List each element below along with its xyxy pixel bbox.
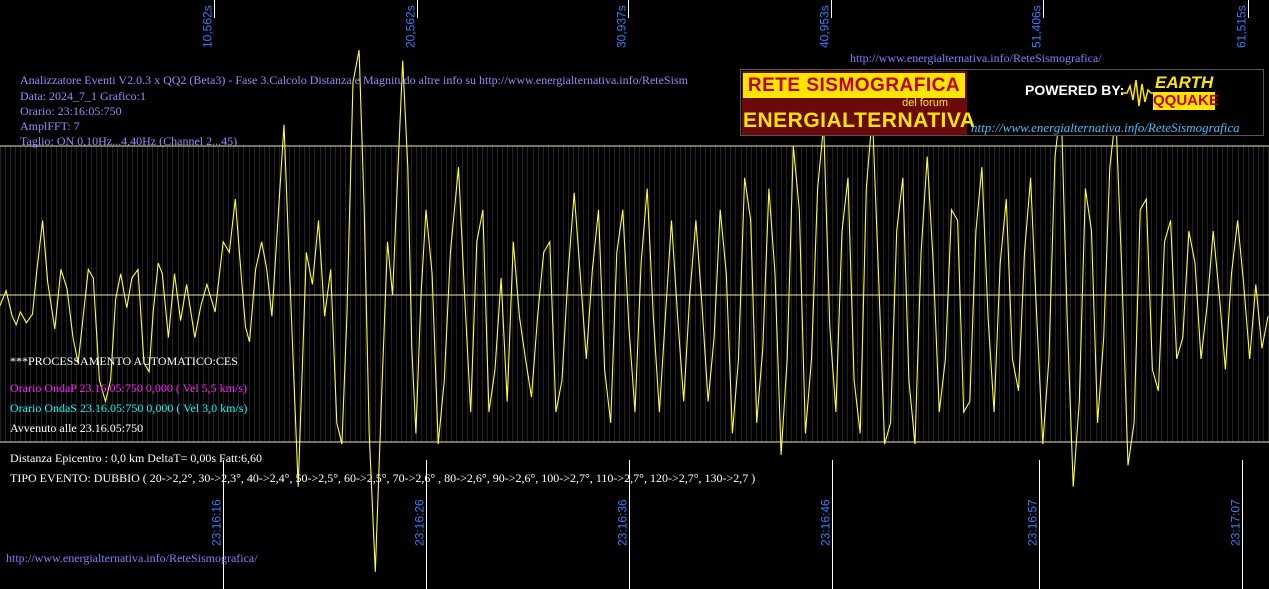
- logo-forum-text: del forum: [902, 97, 948, 109]
- distanza-info: Distanza Epicentro : 0,0 km DeltaT= 0,00…: [10, 451, 263, 465]
- bottom-tick-label-2: 23:16:36: [616, 499, 630, 546]
- top-tick-label-3: 40,953s: [818, 5, 832, 48]
- logo-rete-text: RETE SISMOGRAFICA: [743, 73, 965, 98]
- processing-title: ***PROCESSAMENTO AUTOMATICO:CES: [10, 354, 238, 368]
- top-url-link[interactable]: http://www.energialternativa.info/ReteSi…: [850, 51, 1102, 65]
- tipo-evento-info: TIPO EVENTO: DUBBIO ( 20->2,2°, 30->2,3°…: [10, 471, 756, 485]
- bottom-url-link[interactable]: http://www.energialternativa.info/ReteSi…: [6, 551, 258, 565]
- onda-s-info: Orario OndaS 23.16.05:750 0,000 ( Vel 3,…: [10, 401, 248, 415]
- seismic-trace: [0, 49, 1269, 572]
- bottom-tick-label-4: 23:16:57: [1026, 499, 1040, 546]
- time-grid: [0, 146, 1269, 442]
- bottom-tick-label-0: 23:16:16: [210, 499, 224, 546]
- axis-markers: [214, 0, 1249, 589]
- top-tick-labels: 10,562s 20,562s 30,937s 40,953s 51,406s 61,51…: [201, 5, 1249, 48]
- header-amplfft: AmplFFT: 7: [20, 119, 80, 133]
- logo-url-link[interactable]: http://www.energialternativa.info/ReteSi…: [971, 120, 1240, 135]
- logo-energ-text: ENERGIALTERNATIVA: [743, 109, 976, 132]
- top-tick-label-5: 61,515s: [1235, 5, 1249, 48]
- header-filter: Taglio: ON 0,10Hz...4,40Hz (Channel 2...…: [20, 134, 238, 148]
- top-tick-label-2: 30,937s: [615, 5, 629, 48]
- bottom-tick-label-1: 23:16:26: [413, 499, 427, 546]
- bottom-tick-label-3: 23:16:46: [819, 499, 833, 546]
- bottom-tick-labels: 23:16:16 23:16:26 23:16:36 23:16:46 23:16:57…: [210, 499, 1243, 546]
- header-date: Data: 2024_7_1 Grafico:1: [20, 89, 146, 103]
- avvenuto-info: Avvenuto alle 23.16.05:750: [10, 421, 144, 435]
- logo-quake-text: QQUAKE: [1153, 92, 1219, 110]
- rete-sismografica-logo: RETE SISMOGRAFICA del forum ENERGIALTERN…: [740, 69, 1264, 136]
- top-tick-label-4: 51,406s: [1030, 5, 1044, 48]
- onda-p-info: Orario OndaP 23.16.05:750 0,000 ( Vel 5,…: [10, 381, 247, 395]
- logo-earth-text: EARTH: [1155, 73, 1214, 92]
- seismic-wave-icon: [1121, 79, 1157, 107]
- header-time: Orario: 23:16:05:750: [20, 104, 122, 118]
- header-title: Analizzatore Eventi V2.0.3 x QQ2 (Beta3)…: [20, 73, 688, 87]
- bottom-tick-label-5: 23:17:07: [1229, 499, 1243, 546]
- logo-powered-text: POWERED BY:: [1025, 82, 1125, 98]
- top-tick-label-0: 10,562s: [201, 5, 215, 48]
- top-tick-label-1: 20,562s: [404, 5, 418, 48]
